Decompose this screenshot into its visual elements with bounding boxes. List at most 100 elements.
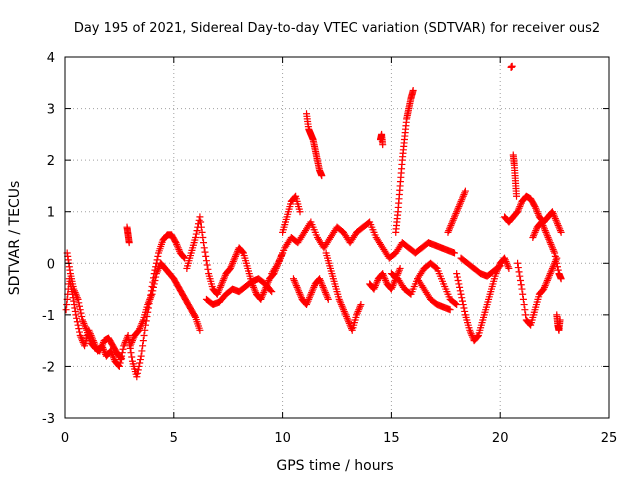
data-point-arc-E — [202, 257, 210, 265]
data-point-arc-E — [192, 234, 200, 241]
data-point-arc-A — [115, 362, 123, 370]
data-point-arc-K — [338, 302, 346, 310]
data-point-arc-E — [214, 289, 222, 297]
data-point-arc-M — [371, 283, 379, 291]
data-point-arc-K — [342, 311, 350, 319]
data-point-arc-W — [540, 285, 548, 293]
data-point-arc-W — [547, 268, 555, 276]
data-point-arc-D — [136, 323, 144, 331]
data-point-arc-J — [321, 287, 329, 295]
data-point-arc-R — [460, 304, 468, 312]
data-point-arc-X — [551, 252, 559, 260]
data-point-arc-J — [320, 285, 328, 293]
data-point-arc-A — [109, 352, 117, 360]
data-point-arc-B — [70, 285, 78, 293]
data-point-arc-R — [473, 333, 481, 341]
data-point-arc-B — [70, 287, 78, 295]
data-point-arc-W — [520, 301, 528, 309]
data-point-arc-Q — [444, 228, 452, 236]
data-point-arc-Q — [458, 194, 466, 202]
data-point-arc-D — [139, 318, 147, 326]
data-point-arc-Q — [456, 199, 464, 207]
data-point-arc-X — [544, 234, 552, 241]
data-point-arc-X — [547, 240, 555, 248]
y-tick-label: 2 — [47, 154, 55, 169]
grid-layer — [65, 57, 609, 418]
data-point-arc-A — [139, 342, 147, 350]
data-point-arc-M — [395, 266, 403, 274]
data-point-arc-Q — [457, 197, 465, 205]
data-point-arc-D — [138, 319, 146, 327]
data-point-arc-Y — [556, 316, 564, 324]
data-point-arc-V — [554, 220, 562, 228]
data-point-arc-Q — [454, 204, 462, 212]
data-point-arc-E — [226, 264, 234, 272]
data-point-arc-D — [129, 335, 137, 343]
data-point-arc-V — [555, 223, 563, 231]
data-point-arc-E — [258, 294, 266, 302]
data-point-arc-E — [198, 228, 206, 236]
data-point-arc-O — [452, 300, 460, 308]
data-point-arc-X — [545, 235, 553, 243]
data-point-arc-D — [196, 326, 204, 334]
data-point-arc-Q — [445, 225, 453, 233]
data-point-arc-E — [218, 278, 226, 286]
data-point-arc-X — [541, 227, 549, 235]
data-point-arc-J — [305, 295, 313, 303]
data-point-arc-E — [200, 239, 208, 247]
plot-frame — [64, 56, 610, 419]
data-point-arc-A — [179, 252, 187, 260]
data-point-arc-Q — [451, 213, 459, 221]
data-point-arc-R — [453, 273, 461, 281]
data-point-arc-A — [119, 345, 127, 353]
data-point-arc-Q — [449, 216, 457, 224]
data-point-arc-J — [324, 295, 332, 303]
data-point-arc-W — [541, 282, 549, 290]
data-point-arc-R — [474, 332, 482, 340]
data-point-arc-J — [303, 299, 311, 307]
data-point-arc-X — [543, 232, 551, 240]
data-point-arc-A — [77, 333, 85, 341]
data-point-arc-V — [556, 227, 564, 235]
data-point-arc-X — [554, 266, 562, 274]
data-point-arc-J — [304, 297, 312, 305]
data-point-arc-B — [76, 306, 84, 314]
data-point-arc-Q — [455, 203, 463, 211]
data-point-arc-E — [213, 290, 221, 298]
data-point-arc-R — [459, 301, 467, 309]
data-point-arc-J — [295, 287, 303, 295]
data-point-arc-M — [396, 264, 404, 272]
data-point-arc-X — [530, 232, 538, 240]
data-point-arc-B — [77, 309, 85, 317]
data-point-arc-K — [344, 316, 352, 324]
data-point-arc-A — [180, 253, 188, 261]
data-point-arc-D — [149, 283, 157, 291]
data-point-arc-A — [172, 239, 180, 247]
data-point-arc-Q — [451, 211, 459, 219]
data-point-arc-J — [309, 285, 317, 293]
data-point-arc-E — [251, 287, 259, 295]
data-point-arc-E — [231, 252, 239, 260]
data-point-arc-W — [519, 295, 527, 303]
data-point-arc-A — [138, 347, 146, 355]
data-point-arc-D — [149, 287, 157, 295]
data-point-arc-R — [505, 264, 513, 272]
data-point-arc-T — [508, 62, 516, 70]
data-point-arc-J — [316, 275, 324, 283]
data-point-arc-B — [76, 302, 84, 310]
data-point-arc-E — [220, 275, 228, 283]
data-point-arc-E — [239, 248, 247, 256]
data-point-arc-Q — [453, 206, 461, 214]
data-point-arc-K — [353, 311, 361, 319]
ticks-layer: 0 5 10 15 20 25 -3 -2 -1 0 1 2 3 4 — [42, 51, 617, 446]
data-point-arc-C — [125, 239, 133, 247]
data-point-arc-B — [118, 355, 126, 363]
data-point-arc-W — [516, 272, 524, 280]
data-point-arc-R — [455, 280, 463, 288]
data-point-arc-V — [532, 206, 540, 214]
data-point-arc-E — [197, 218, 205, 226]
data-point-arc-V — [552, 216, 560, 224]
y-tick-label: -1 — [42, 309, 55, 324]
data-point-arc-W — [540, 283, 548, 291]
data-point-arc-E — [196, 213, 204, 221]
